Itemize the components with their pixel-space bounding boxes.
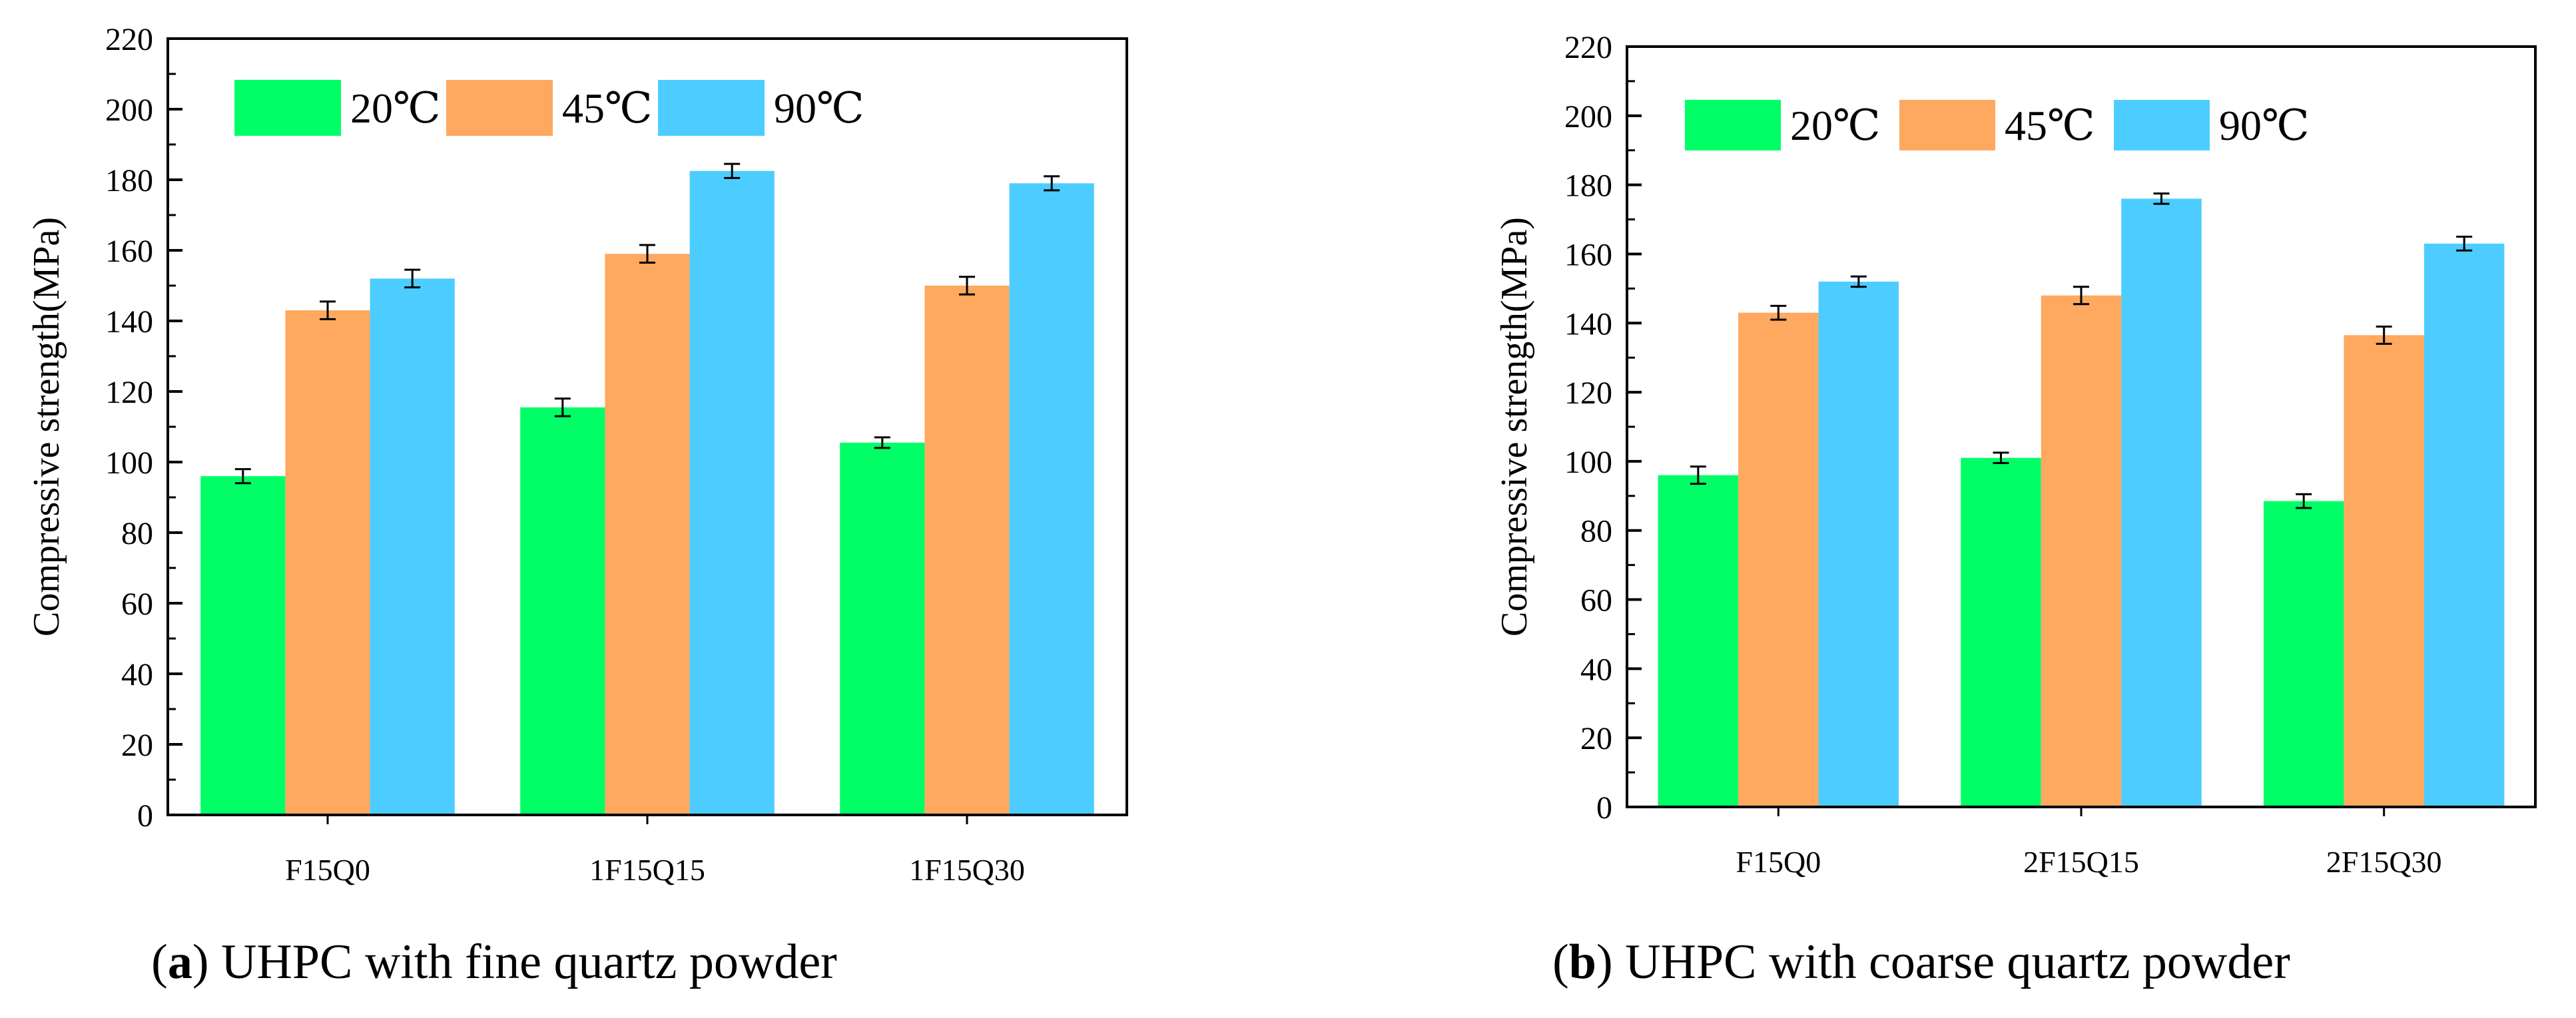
legend: 20℃ 45℃ 90℃ xyxy=(234,80,864,136)
bar-2F15Q30-20℃ xyxy=(2263,501,2344,807)
y-tick-label: 0 xyxy=(1596,790,1612,826)
x-tick-label: 2F15Q30 xyxy=(2326,845,2442,879)
y-tick-label: 200 xyxy=(105,93,153,128)
y-tick-label: 180 xyxy=(1564,168,1612,204)
caption-b-letter: b xyxy=(1569,935,1596,989)
bar-F15Q0-45℃ xyxy=(1738,312,1819,807)
bar-2F15Q15-20℃ xyxy=(1961,457,2041,807)
caption-b: (b) UHPC with coarse quartz powder xyxy=(1552,935,2290,989)
y-tick-label: 160 xyxy=(105,234,153,269)
y-tick-label: 200 xyxy=(1564,99,1612,134)
legend-label: 20℃ xyxy=(1790,102,1881,149)
legend-swatch-45℃ xyxy=(446,80,553,136)
y-tick-label: 20 xyxy=(1580,721,1612,756)
bar-1F15Q30-90℃ xyxy=(1009,183,1094,815)
legend-label: 90℃ xyxy=(2219,102,2310,149)
y-tick-label: 180 xyxy=(105,163,153,198)
caption-a-text: UHPC with fine quartz powder xyxy=(221,935,837,989)
bar-2F15Q30-45℃ xyxy=(2344,335,2424,807)
y-tick-label: 40 xyxy=(1580,652,1612,687)
legend-swatch-20℃ xyxy=(1685,100,1781,150)
caption-a: (a) UHPC with fine quartz powder xyxy=(151,935,837,989)
x-tick-label: F15Q0 xyxy=(285,853,370,887)
legend-label: 90℃ xyxy=(774,85,864,132)
legend-swatch-20℃ xyxy=(234,80,341,136)
y-tick-label: 120 xyxy=(1564,376,1612,411)
y-tick-label: 80 xyxy=(1580,514,1612,549)
y-tick-label: 140 xyxy=(105,304,153,340)
bar-1F15Q15-45℃ xyxy=(605,254,690,815)
bar-2F15Q15-45℃ xyxy=(2041,295,2122,807)
bar-F15Q0-20℃ xyxy=(1658,475,1739,807)
y-tick-label: 220 xyxy=(1564,30,1612,65)
bar-1F15Q15-20℃ xyxy=(520,407,605,815)
chart-b: F15Q0 2F15Q15 2F15Q30 0 20 40 60 80 100 120 140 160… xyxy=(1494,30,2537,879)
x-tick-label: 2F15Q15 xyxy=(2023,845,2139,879)
bar-F15Q0-90℃ xyxy=(1818,281,1899,807)
y-tick-label: 100 xyxy=(1564,445,1612,480)
legend-swatch-45℃ xyxy=(1899,100,1995,150)
y-tick-label: 20 xyxy=(121,728,153,763)
x-tick-label: F15Q0 xyxy=(1736,845,1821,879)
y-tick-label: 80 xyxy=(121,516,153,551)
bar-1F15Q30-45℃ xyxy=(924,286,1010,815)
bar-F15Q0-45℃ xyxy=(285,310,370,816)
legend-swatch-90℃ xyxy=(2114,100,2210,150)
y-tick-label: 160 xyxy=(1564,237,1612,272)
x-tick-label: 1F15Q15 xyxy=(589,853,705,887)
y-tick-label: 40 xyxy=(121,657,153,692)
caption-a-letter: a xyxy=(168,935,192,989)
y-tick-label: 220 xyxy=(105,22,153,57)
legend-label: 45℃ xyxy=(562,85,653,132)
y-tick-label: 0 xyxy=(137,798,153,834)
y-tick-label: 120 xyxy=(105,375,153,410)
bar-2F15Q15-90℃ xyxy=(2121,198,2202,807)
bar-F15Q0-90℃ xyxy=(370,278,455,815)
bar-1F15Q30-20℃ xyxy=(840,442,925,815)
bar-1F15Q15-90℃ xyxy=(689,170,775,815)
legend: 20℃ 45℃ 90℃ xyxy=(1685,100,2310,150)
y-tick-label: 100 xyxy=(105,445,153,481)
y-axis-title: Compressive strength(MPa) xyxy=(1494,217,1535,636)
chart-a: F15Q0 1F15Q15 1F15Q30 0 20 40 60 80 100 120 140 160… xyxy=(26,22,1128,887)
legend-swatch-90℃ xyxy=(658,80,765,136)
y-tick-label: 60 xyxy=(121,587,153,622)
bar-F15Q0-20℃ xyxy=(200,476,286,815)
y-axis-title: Compressive strength(MPa) xyxy=(26,217,67,636)
bar-2F15Q30-90℃ xyxy=(2423,243,2505,807)
legend-label: 20℃ xyxy=(350,85,441,132)
caption-b-text: UHPC with coarse quartz powder xyxy=(1625,935,2290,989)
x-tick-label: 1F15Q30 xyxy=(909,853,1025,887)
y-tick-label: 140 xyxy=(1564,306,1612,342)
legend-label: 45℃ xyxy=(2005,102,2095,149)
y-tick-label: 60 xyxy=(1580,583,1612,619)
